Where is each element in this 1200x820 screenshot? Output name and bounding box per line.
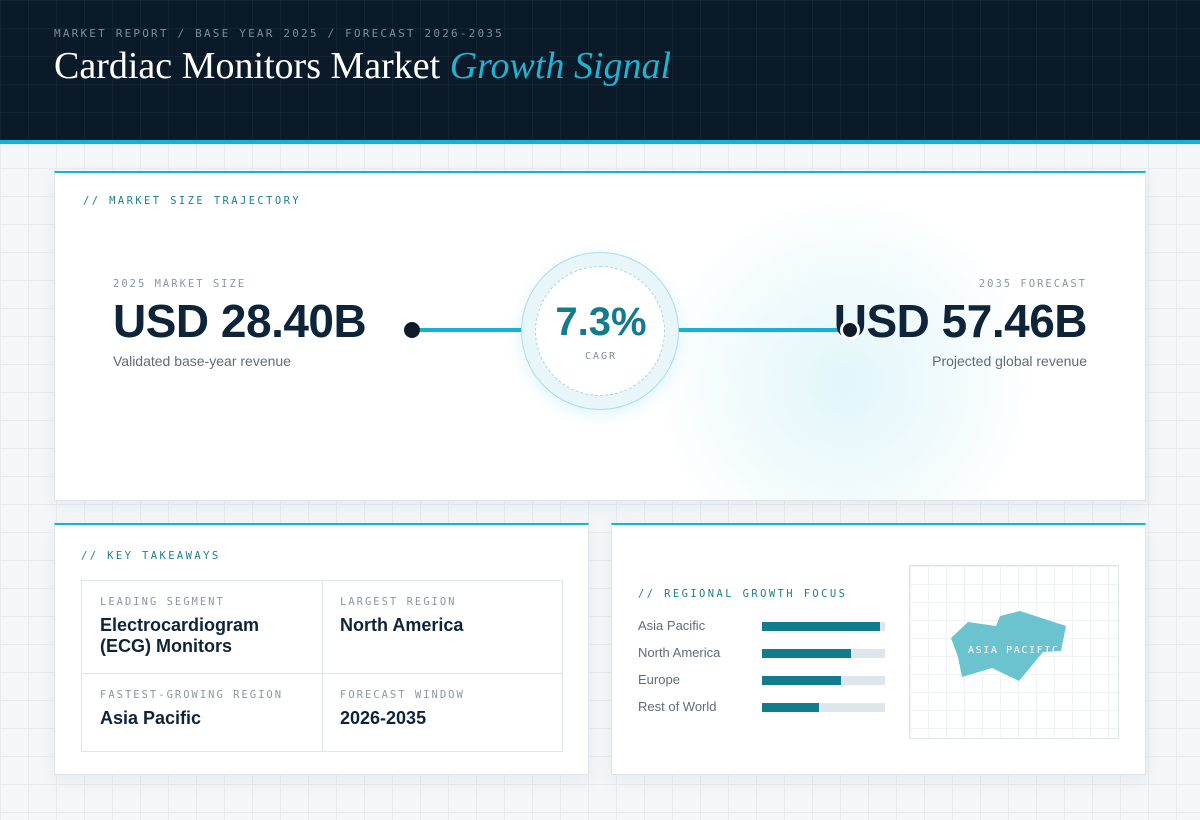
takeaway-label: FASTEST-GROWING REGION xyxy=(100,689,284,701)
region-bar-label: North America xyxy=(638,645,721,660)
start-label: 2025 MARKET SIZE xyxy=(113,278,247,290)
region-bar-fill xyxy=(762,622,881,631)
asia-pacific-shape xyxy=(951,611,1066,681)
takeaways-grid: LEADING SEGMENT Electrocardiogram (ECG) … xyxy=(81,580,563,752)
section-label-regional: // REGIONAL GROWTH FOCUS xyxy=(638,588,848,600)
takeaway-value: Electrocardiogram (ECG) Monitors xyxy=(100,615,260,656)
title-accent: Growth Signal xyxy=(449,45,672,87)
region-bar-label: Europe xyxy=(638,672,680,687)
report-kicker: MARKET REPORT / BASE YEAR 2025 / FORECAS… xyxy=(54,27,504,40)
region-bar-label: Asia Pacific xyxy=(638,618,706,633)
region-bar-row: Europe xyxy=(638,671,888,689)
background-glow xyxy=(655,193,1035,500)
regional-growth-card: // REGIONAL GROWTH FOCUS Asia Pacific No… xyxy=(611,523,1146,775)
section-label-trajectory: // MARKET SIZE TRAJECTORY xyxy=(83,195,302,207)
takeaway-value: 2026-2035 xyxy=(340,708,427,728)
report-header: MARKET REPORT / BASE YEAR 2025 / FORECAS… xyxy=(0,0,1200,144)
takeaway-forecast-window: FORECAST WINDOW 2026-2035 xyxy=(322,674,562,752)
region-bar-track xyxy=(762,676,885,685)
takeaway-value: North America xyxy=(340,615,464,635)
takeaway-largest-region: LARGEST REGION North America xyxy=(322,581,562,673)
end-value: USD 57.46B xyxy=(833,295,1088,347)
start-dot xyxy=(404,322,420,338)
takeaway-leading-segment: LEADING SEGMENT Electrocardiogram (ECG) … xyxy=(82,581,322,673)
takeaway-label: LEADING SEGMENT xyxy=(100,596,225,608)
cagr-inner-ring: 7.3% CAGR xyxy=(535,266,665,396)
start-value: USD 28.40B xyxy=(113,295,367,347)
takeaway-label: LARGEST REGION xyxy=(340,596,457,608)
end-label: 2035 FORECAST xyxy=(978,278,1087,290)
grid-divider-vertical xyxy=(322,581,323,751)
map-svg xyxy=(951,611,1066,681)
region-bar-row: North America xyxy=(638,644,888,662)
map-label: ASIA PACIFIC xyxy=(968,645,1060,656)
region-bar-fill xyxy=(762,649,851,658)
takeaway-fastest-growing-region: FASTEST-GROWING REGION Asia Pacific xyxy=(82,674,322,752)
region-bar-track xyxy=(762,703,885,712)
market-size-card: // MARKET SIZE TRAJECTORY 2025 MARKET SI… xyxy=(54,171,1146,501)
takeaway-value: Asia Pacific xyxy=(100,708,202,728)
end-dot xyxy=(840,320,860,340)
title-main: Cardiac Monitors Market xyxy=(54,45,441,87)
cagr-label: CAGR xyxy=(584,351,618,362)
region-bar-track xyxy=(762,649,885,658)
grid-divider-horizontal xyxy=(82,673,562,674)
start-description: Validated base-year revenue xyxy=(113,353,291,369)
region-bar-track xyxy=(762,622,885,631)
region-bar-fill xyxy=(762,703,819,712)
key-takeaways-card: // KEY TAKEAWAYS LEADING SEGMENT Electro… xyxy=(54,523,589,775)
region-bar-label: Rest of World xyxy=(638,699,717,714)
region-map: ASIA PACIFIC xyxy=(909,565,1119,739)
end-description: Projected global revenue xyxy=(932,353,1087,369)
cagr-value: 7.3% xyxy=(555,300,647,344)
region-bar-fill xyxy=(762,676,841,685)
cagr-badge: 7.3% CAGR xyxy=(521,252,679,410)
region-bar-row: Asia Pacific xyxy=(638,617,888,635)
section-label-takeaways: // KEY TAKEAWAYS xyxy=(81,550,221,562)
page-title: Cardiac Monitors Market Growth Signal xyxy=(54,44,671,88)
takeaway-label: FORECAST WINDOW xyxy=(340,689,465,701)
region-bar-row: Rest of World xyxy=(638,698,888,716)
